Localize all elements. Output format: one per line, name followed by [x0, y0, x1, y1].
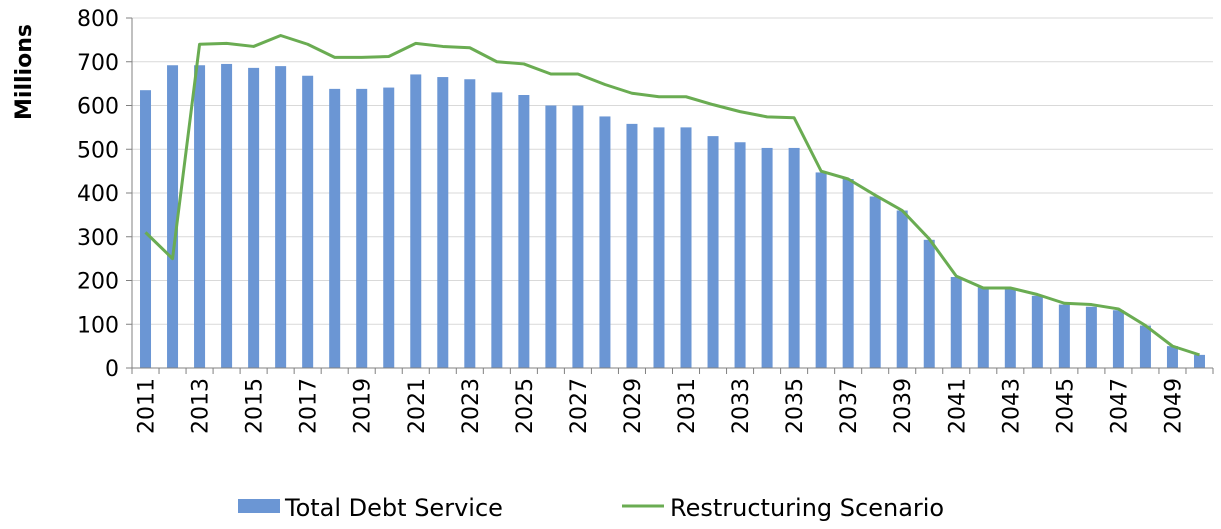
y-tick-label: 200	[77, 270, 119, 295]
bar-total-debt-service	[653, 127, 665, 368]
bar-total-debt-service	[599, 116, 611, 368]
bar-total-debt-service	[1112, 310, 1124, 368]
y-tick-label: 400	[77, 182, 119, 207]
x-tick-label: 2033	[729, 378, 754, 434]
gridlines	[126, 17, 1213, 369]
bar-total-debt-service	[788, 147, 800, 368]
bar-total-debt-service	[545, 105, 557, 368]
bar-total-debt-service	[356, 88, 368, 368]
axes	[131, 18, 1214, 374]
x-tick-label: 2019	[351, 378, 376, 434]
bar-total-debt-service	[869, 196, 881, 368]
bar-total-debt-service	[464, 79, 476, 368]
bar-total-debt-service	[194, 65, 206, 368]
bar-total-debt-service	[761, 147, 773, 368]
x-tick-label: 2041	[945, 378, 970, 434]
x-tick-label: 2031	[675, 378, 700, 434]
bar-total-debt-service	[1031, 295, 1043, 368]
x-tick-label: 2039	[891, 378, 916, 434]
legend-swatch-total-debt-service	[238, 499, 280, 513]
bar-total-debt-service	[1058, 304, 1070, 368]
x-tick-label: 2021	[405, 378, 430, 434]
bar-total-debt-service	[1004, 289, 1016, 368]
x-tick-label: 2025	[513, 378, 538, 434]
bar-total-debt-service	[815, 172, 827, 368]
x-tick-labels: 2011 2013 2015 2017 2019 2021 2023 2025 2027 2029…	[135, 378, 1187, 434]
bar-total-debt-service	[518, 95, 530, 368]
x-tick-label: 2023	[459, 378, 484, 434]
y-tick-label: 600	[77, 95, 119, 120]
bar-total-debt-service	[383, 87, 395, 368]
bar-series	[140, 63, 1205, 368]
x-tick-label: 2037	[837, 378, 862, 434]
y-tick-labels: 0 100 200 300 400 500 600 700 800	[77, 7, 119, 382]
legend-label-total-debt-service: Total Debt Service	[284, 494, 503, 522]
x-tick-label: 2043	[999, 378, 1024, 434]
y-tick-label: 100	[77, 313, 119, 338]
bar-total-debt-service	[167, 65, 179, 368]
y-axis-label: Millions	[12, 24, 37, 120]
bar-total-debt-service	[626, 123, 638, 368]
bar-total-debt-service	[329, 88, 341, 368]
y-tick-label: 0	[105, 357, 119, 382]
bar-total-debt-service	[1193, 354, 1205, 368]
bar-total-debt-service	[248, 67, 260, 368]
bar-total-debt-service	[1166, 346, 1178, 368]
y-tick-label: 800	[77, 7, 119, 32]
x-tick-label: 2027	[567, 378, 592, 434]
bar-total-debt-service	[707, 136, 719, 368]
bar-total-debt-service	[923, 239, 935, 368]
x-tick-label: 2045	[1053, 378, 1078, 434]
bar-total-debt-service	[410, 74, 422, 368]
bar-total-debt-service	[680, 127, 692, 368]
y-tick-label: 300	[77, 226, 119, 251]
x-tick-label: 2015	[243, 378, 268, 434]
bar-total-debt-service	[896, 210, 908, 368]
x-tick-label: 2049	[1161, 378, 1186, 434]
x-tick-label: 2011	[135, 378, 160, 434]
bar-total-debt-service	[842, 179, 854, 368]
line-restructuring-scenario	[144, 34, 1200, 357]
bar-total-debt-service	[302, 75, 314, 368]
legend: Total Debt Service Restructuring Scenari…	[238, 494, 944, 522]
x-tick-label: 2047	[1107, 378, 1132, 434]
line-series	[144, 34, 1200, 357]
bar-total-debt-service	[734, 142, 746, 368]
x-tick-label: 2035	[783, 378, 808, 434]
bar-total-debt-service	[491, 92, 503, 368]
bar-total-debt-service	[140, 90, 152, 368]
bar-total-debt-service	[437, 77, 449, 368]
bar-total-debt-service	[275, 66, 287, 368]
bar-total-debt-service	[221, 63, 233, 368]
bar-total-debt-service	[1085, 306, 1097, 368]
bar-total-debt-service	[572, 105, 584, 368]
bar-total-debt-service	[1139, 325, 1151, 368]
bar-total-debt-service	[977, 287, 989, 368]
y-tick-label: 700	[77, 51, 119, 76]
x-tick-label: 2013	[189, 378, 214, 434]
x-tick-label: 2017	[297, 378, 322, 434]
x-tick-label: 2029	[621, 378, 646, 434]
legend-label-restructuring-scenario: Restructuring Scenario	[670, 494, 944, 522]
bar-total-debt-service	[950, 277, 962, 368]
y-tick-label: 500	[77, 138, 119, 163]
